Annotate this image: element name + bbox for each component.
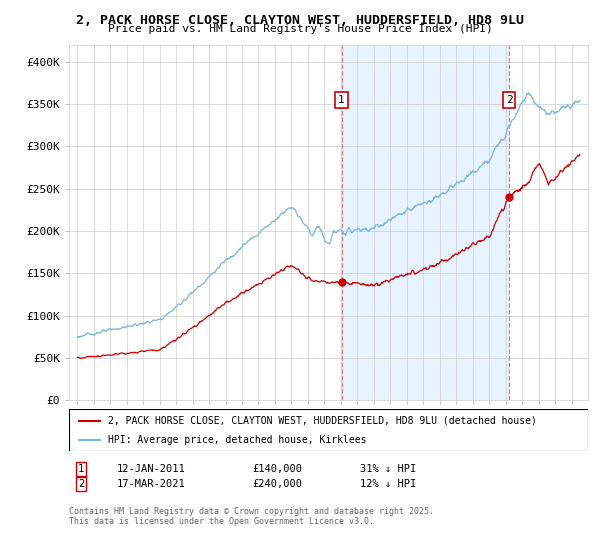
Text: 2, PACK HORSE CLOSE, CLAYTON WEST, HUDDERSFIELD, HD8 9LU (detached house): 2, PACK HORSE CLOSE, CLAYTON WEST, HUDDE… [108, 416, 537, 426]
Bar [341, 45, 509, 400]
Text: 2, PACK HORSE CLOSE, CLAYTON WEST, HUDDERSFIELD, HD8 9LU: 2, PACK HORSE CLOSE, CLAYTON WEST, HUDDE… [76, 14, 524, 27]
Text: 2: 2 [78, 479, 84, 489]
Text: Contains HM Land Registry data © Crown copyright and database right 2025.
This d: Contains HM Land Registry data © Crown c… [69, 507, 434, 526]
Text: 1: 1 [338, 95, 345, 105]
FancyBboxPatch shape [69, 409, 588, 451]
Text: 1: 1 [78, 464, 84, 474]
Text: 12-JAN-2011: 12-JAN-2011 [117, 464, 186, 474]
Text: 17-MAR-2021: 17-MAR-2021 [117, 479, 186, 489]
Text: £240,000: £240,000 [252, 479, 302, 489]
Text: HPI: Average price, detached house, Kirklees: HPI: Average price, detached house, Kirk… [108, 435, 367, 445]
Text: £140,000: £140,000 [252, 464, 302, 474]
Text: Price paid vs. HM Land Registry's House Price Index (HPI): Price paid vs. HM Land Registry's House … [107, 24, 493, 34]
Text: 12% ↓ HPI: 12% ↓ HPI [360, 479, 416, 489]
Text: 31% ↓ HPI: 31% ↓ HPI [360, 464, 416, 474]
Text: 2: 2 [506, 95, 512, 105]
